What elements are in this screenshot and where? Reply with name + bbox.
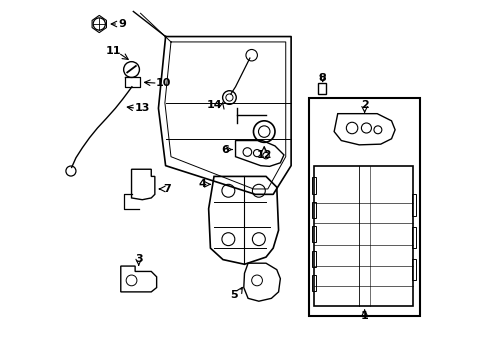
Text: 7: 7: [163, 184, 171, 194]
Text: 9: 9: [119, 19, 126, 29]
Text: 10: 10: [156, 78, 171, 88]
Bar: [411, 226, 415, 248]
Text: 8: 8: [318, 73, 326, 83]
Text: 11: 11: [105, 46, 121, 56]
Bar: [311, 275, 315, 291]
Text: 4: 4: [198, 179, 206, 189]
Bar: [311, 251, 315, 267]
Text: 14: 14: [206, 100, 222, 110]
Bar: [311, 202, 315, 218]
Bar: [311, 177, 315, 194]
Text: 12: 12: [256, 150, 271, 160]
Text: 3: 3: [135, 254, 142, 264]
Bar: [318, 83, 325, 94]
Text: 6: 6: [221, 144, 228, 154]
Text: 5: 5: [230, 290, 238, 300]
Bar: [308, 98, 419, 316]
Bar: [314, 166, 412, 306]
Text: 2: 2: [360, 100, 368, 110]
Bar: [311, 226, 315, 242]
Text: 13: 13: [134, 103, 150, 113]
Bar: [411, 259, 415, 280]
Text: 1: 1: [360, 311, 368, 320]
Bar: [411, 194, 415, 216]
